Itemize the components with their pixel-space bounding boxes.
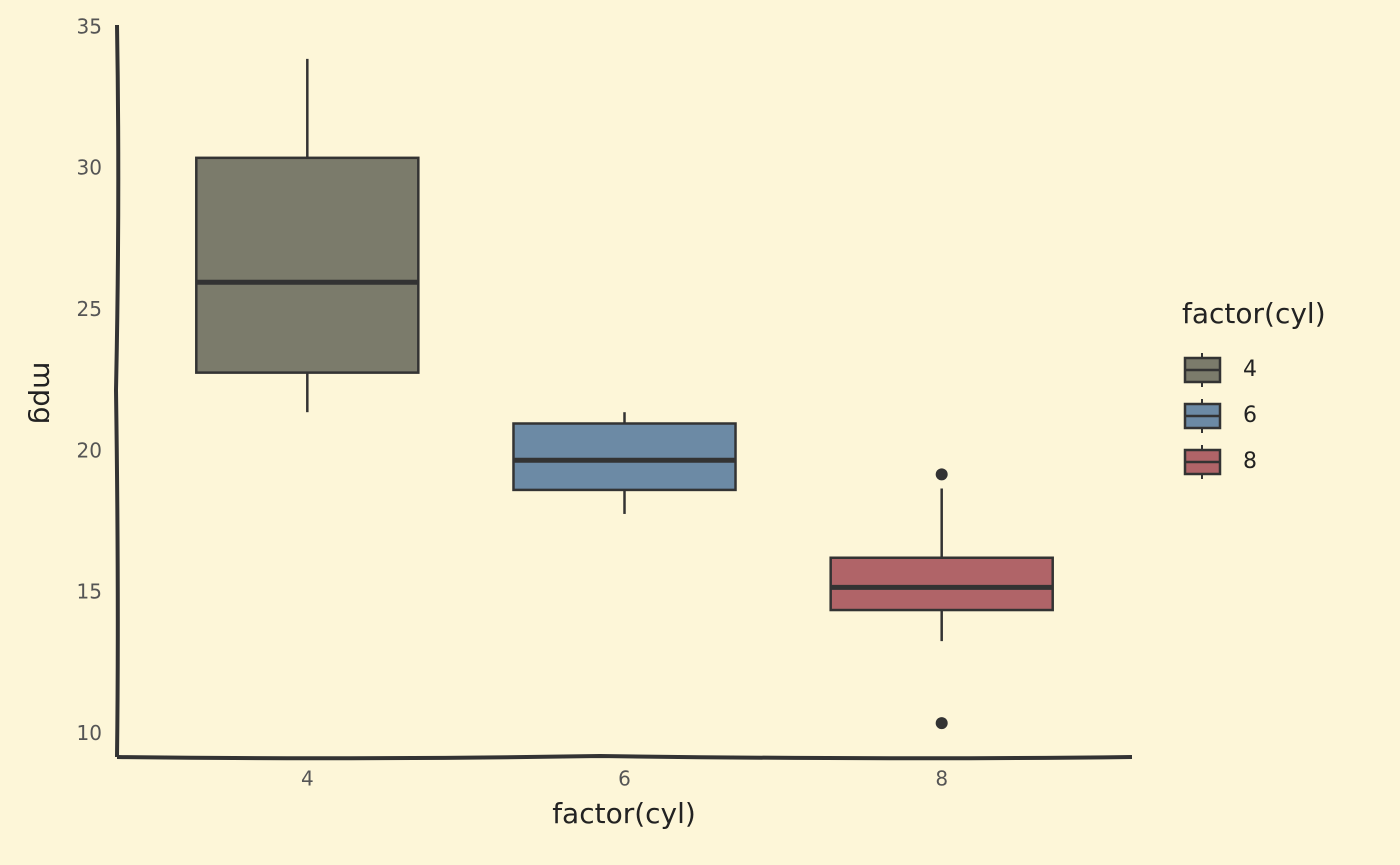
y-tick-label: 30	[77, 156, 102, 180]
y-tick-label: 15	[77, 580, 102, 604]
legend-label: 8	[1243, 449, 1257, 474]
box	[512, 422, 737, 492]
outlier	[935, 717, 948, 730]
legend-label: 4	[1243, 357, 1257, 382]
legend-title: factor(cyl)	[1182, 297, 1326, 330]
x-tick-label: 6	[618, 767, 631, 791]
y-axis-line	[113, 24, 121, 758]
x-tick-label: 4	[301, 767, 314, 791]
x-axis-line	[116, 753, 1133, 761]
box	[829, 556, 1054, 612]
box	[195, 156, 420, 374]
x-tick-label: 8	[935, 767, 948, 791]
x-axis-title: factor(cyl)	[552, 797, 696, 830]
y-tick-label: 10	[77, 721, 102, 745]
y-tick-label: 35	[77, 14, 102, 38]
y-axis-title: mpg	[27, 362, 60, 425]
outlier	[935, 468, 948, 481]
legend-label: 6	[1243, 403, 1257, 428]
y-tick-label: 20	[77, 438, 102, 462]
y-tick-label: 25	[77, 297, 102, 321]
